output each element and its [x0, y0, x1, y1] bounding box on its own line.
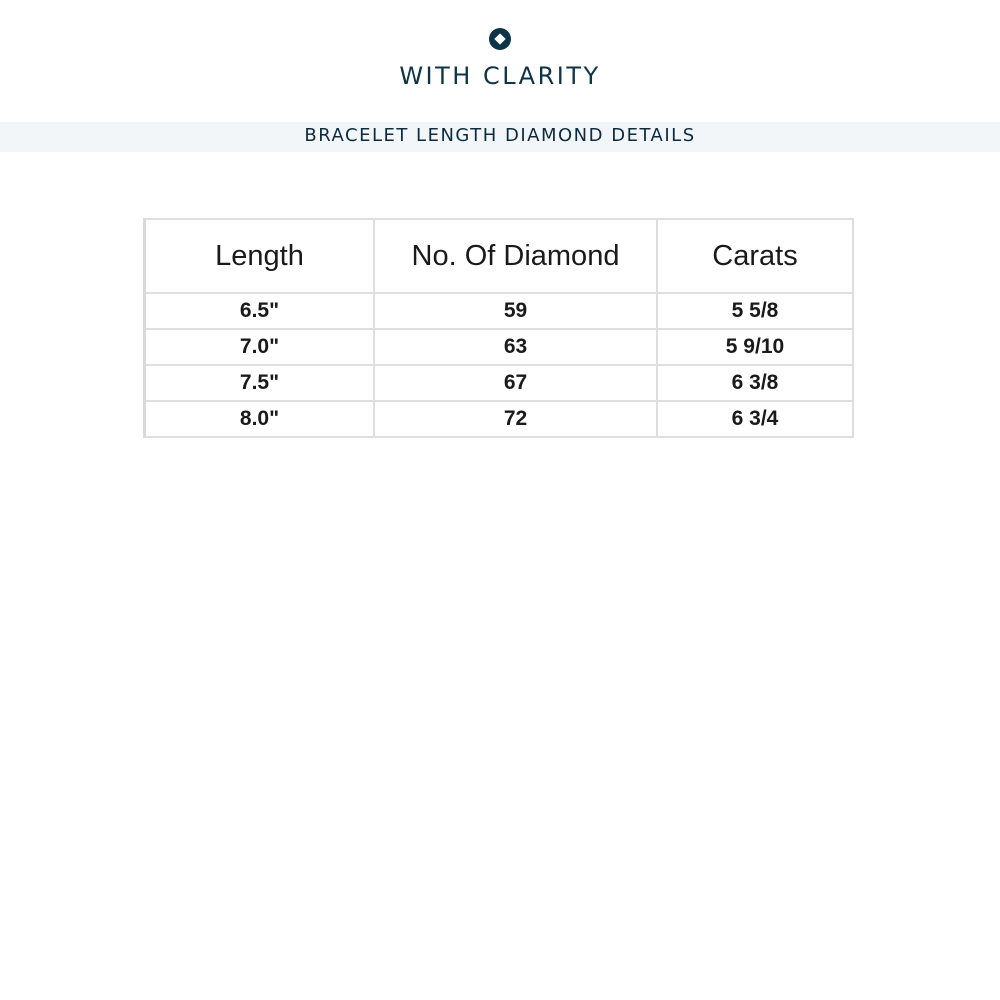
bracelet-details-table: Length No. Of Diamond Carats 6.5" 59 5 5…: [143, 218, 854, 438]
section-title: BRACELET LENGTH DIAMOND DETAILS: [304, 125, 696, 146]
cell-length: 8.0": [143, 400, 375, 438]
table-row: 7.0" 63 5 9/10: [143, 328, 854, 366]
cell-diamond-count: 59: [373, 292, 658, 330]
table-header-row: Length No. Of Diamond Carats: [143, 218, 854, 294]
table-row: 6.5" 59 5 5/8: [143, 292, 854, 330]
logo-diamond-icon: [489, 28, 511, 50]
cell-carats: 5 5/8: [656, 292, 854, 330]
cell-diamond-count: 63: [373, 328, 658, 366]
header-diamond-count: No. Of Diamond: [373, 218, 658, 294]
cell-carats: 6 3/8: [656, 364, 854, 402]
header-carats: Carats: [656, 218, 854, 294]
cell-diamond-count: 67: [373, 364, 658, 402]
cell-diamond-count: 72: [373, 400, 658, 438]
cell-length: 7.5": [143, 364, 375, 402]
cell-carats: 5 9/10: [656, 328, 854, 366]
table-row: 8.0" 72 6 3/4: [143, 400, 854, 438]
cell-length: 7.0": [143, 328, 375, 366]
header-length: Length: [143, 218, 375, 294]
brand-name: WITH CLARITY: [399, 62, 601, 90]
cell-length: 6.5": [143, 292, 375, 330]
section-band: [0, 122, 1000, 152]
cell-carats: 6 3/4: [656, 400, 854, 438]
table-row: 7.5" 67 6 3/8: [143, 364, 854, 402]
